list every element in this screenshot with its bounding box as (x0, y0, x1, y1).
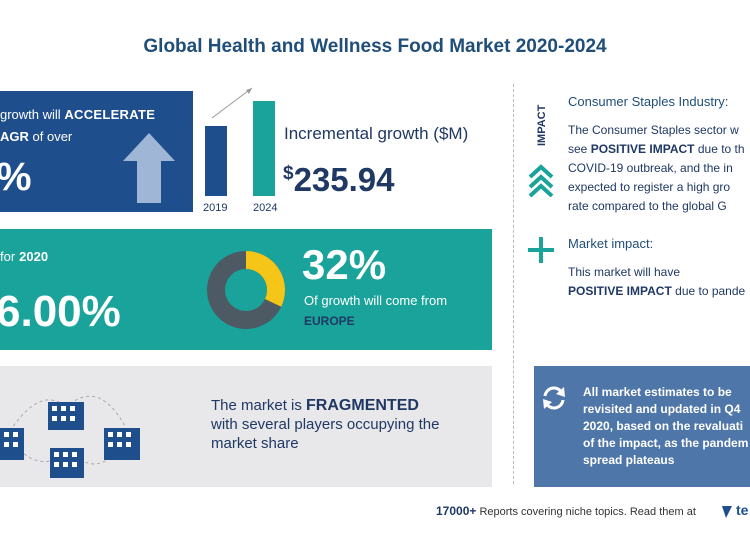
currency-symbol: $ (283, 163, 294, 184)
market-impact-title: Market impact: (568, 236, 654, 251)
bar-2024 (253, 101, 275, 196)
market-impact-text: This market will have POSITIVE IMPACT du… (568, 263, 745, 301)
fragmented-line-3: market share (211, 435, 299, 452)
est-line-5: spread plateaus (583, 453, 675, 467)
trend-arrowhead (246, 88, 252, 94)
yoy-panel: for 2020 6.00% 32% Of growth will come fr… (0, 229, 492, 350)
cs-line-4: expected to register a high gro (568, 180, 731, 194)
yoy-value: 6.00% (0, 287, 121, 336)
growth-bar-chart (205, 87, 275, 196)
double-chevron-up-icon (528, 164, 554, 197)
consumer-staples-title: Consumer Staples Industry: (568, 94, 729, 109)
bar-2019 (205, 126, 227, 196)
plus-icon (528, 237, 554, 263)
est-line-3: 2020, based on the revaluati (583, 419, 744, 433)
fragmented-prefix: The market is (211, 397, 302, 414)
growth-value: % (0, 155, 32, 200)
footer-count: 17000+ (436, 504, 477, 518)
footer-caption: Reports covering niche topics. Read them… (479, 506, 696, 518)
arrow-up-icon (123, 133, 175, 203)
region-share-text: Of growth will come from (304, 293, 448, 308)
estimates-text: All market estimates to be revisited and… (583, 384, 748, 469)
incremental-growth-value: $235.94 (283, 161, 395, 199)
year-2024-label: 2024 (253, 202, 278, 214)
est-line-2: revisited and updated in Q4 (583, 402, 741, 416)
yoy-label: for 2020 (0, 249, 48, 264)
fragmented-text: The market is FRAGMENTED with several pl… (211, 396, 439, 453)
consumer-staples-text: The Consumer Staples sector w see POSITI… (568, 121, 750, 216)
fragmented-emphasis: FRAGMENTED (306, 397, 419, 414)
mi-positive-impact: POSITIVE IMPACT (568, 284, 672, 298)
donut-share-europe (207, 251, 285, 329)
incremental-growth-label: Incremental growth ($M) (284, 124, 469, 143)
yoy-year: 2020 (19, 249, 49, 264)
page-title: Global Health and Wellness Food Market 2… (143, 36, 607, 57)
growth-accelerate: ACCELERATE (64, 107, 156, 122)
growth-line-1-prefix: growth will (0, 107, 61, 122)
impact-vertical-label: IMPACT (536, 96, 548, 146)
footer-text: 17000+ Reports covering niche topics. Re… (436, 504, 696, 518)
impact-label-text: IMPACT (536, 104, 548, 146)
est-line-4: of the impact, as the pandem (583, 436, 749, 450)
yoy-prefix: for (0, 249, 16, 264)
growth-line-2-suffix: of over (32, 129, 73, 144)
estimates-panel: All market estimates to be revisited and… (534, 366, 750, 487)
cs-positive-impact: POSITIVE IMPACT (590, 142, 695, 156)
brand-logo-icon[interactable] (722, 500, 750, 520)
fragmented-panel: The market is FRAGMENTED with several pl… (0, 366, 492, 487)
est-line-1: All market estimates to be (583, 385, 732, 399)
growth-agr: AGR (0, 129, 29, 144)
brand-link[interactable]: te (736, 502, 749, 518)
cs-line-2b: due to th (697, 142, 745, 156)
growth-line-2: AGR of over (0, 129, 72, 144)
mi-line-2: due to pande (675, 284, 746, 298)
cs-line-3: COVID-19 outbreak, and the in (568, 161, 733, 175)
region-donut-chart (207, 251, 285, 329)
growth-panel: growth will ACCELERATE AGR of over % (0, 91, 193, 212)
buildings-network-icon (0, 395, 140, 478)
year-2019-label: 2019 (203, 202, 228, 214)
refresh-icon (543, 386, 565, 410)
cs-line-2a: see (568, 142, 588, 156)
cs-line-5: rate compared to the global G (568, 199, 727, 213)
fragmented-line-2: with several players occupying the (211, 416, 440, 433)
column-divider (513, 84, 514, 484)
region-share-value: 32% (302, 241, 387, 288)
incremental-amount: 235.94 (293, 161, 395, 198)
trend-line (211, 87, 253, 119)
growth-line-1: growth will ACCELERATE (0, 107, 155, 122)
region-name: EUROPE (304, 314, 355, 328)
cs-line-1: The Consumer Staples sector w (568, 123, 739, 137)
mi-line-1: This market will have (568, 265, 681, 279)
